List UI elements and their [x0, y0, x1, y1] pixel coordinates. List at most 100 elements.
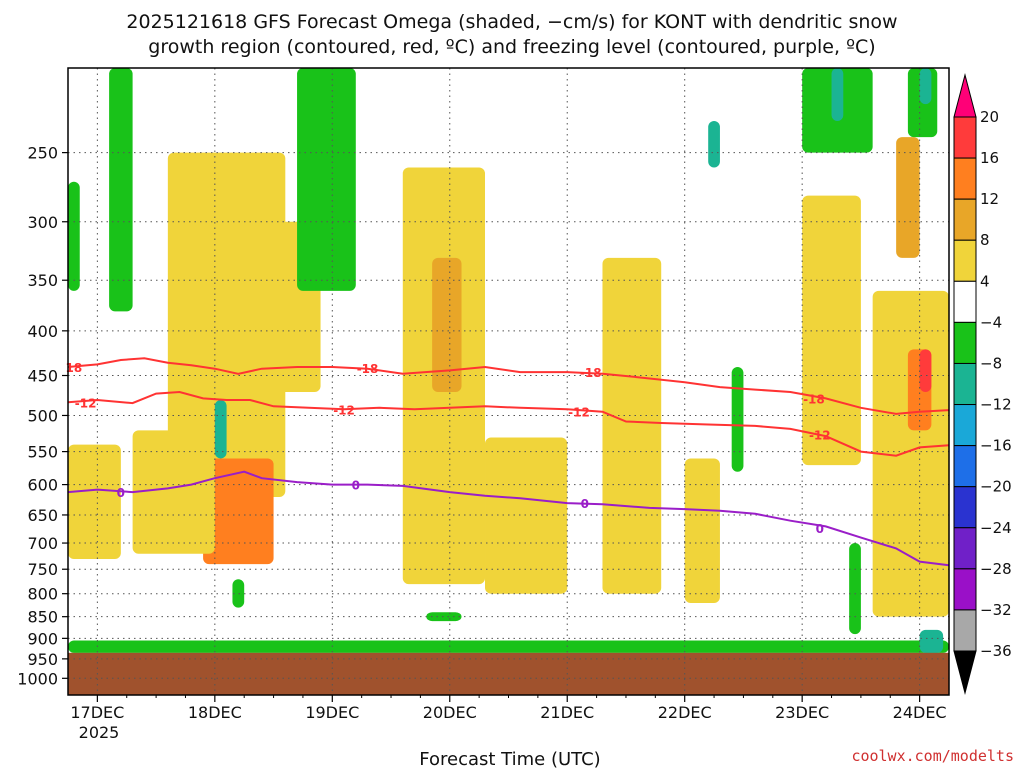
y-tick-label-950: 950: [27, 650, 58, 669]
omega-region-20: [68, 181, 80, 291]
contour-label-0: 18: [66, 361, 83, 375]
omega-region-2: [167, 152, 286, 498]
colorbar-band-4: [953, 239, 977, 282]
omega-region-27: [849, 543, 861, 635]
plot-area: 18 -18 -18 -18 -12 -12 -12 -12 0 0 0 0: [66, 67, 950, 696]
y-tick-label-450: 450: [27, 367, 58, 386]
colorbar-label-3: 8: [980, 231, 990, 249]
omega-region-19: [297, 68, 356, 291]
x-axis-title: Forecast Time (UTC): [419, 749, 600, 768]
colorbar-label-5: −4: [980, 313, 1002, 331]
chart-title-line-1: 2025121618 GFS Forecast Omega (shaded, −…: [126, 11, 897, 33]
contour-label-3: -18: [803, 392, 825, 406]
colorbar-label-7: −12: [980, 396, 1012, 414]
colorbar-band-12: [953, 568, 977, 611]
y-tick-label-600: 600: [27, 476, 58, 495]
y-tick-label-1000: 1000: [17, 669, 58, 688]
colorbar-label-4: 4: [980, 272, 990, 290]
y-tick-label-750: 750: [27, 560, 58, 579]
colorbar-label-2: 12: [980, 190, 999, 208]
y-tick-label-900: 900: [27, 629, 58, 648]
colorbar-band-13: [953, 609, 977, 652]
colorbar-label-9: −20: [980, 478, 1012, 496]
omega-region-31: [426, 612, 462, 622]
contour-line--12: [67, 390, 950, 457]
y-tick-label-650: 650: [27, 506, 58, 525]
contour-label-11: 0: [816, 522, 824, 536]
y-tick-label-250: 250: [27, 144, 58, 163]
x-tick-label-18DEC: 18DEC: [188, 703, 242, 722]
omega-region-30: [68, 640, 949, 653]
credit-text: coolwx.com/modelts: [851, 747, 1014, 765]
grid-layer: [68, 68, 949, 695]
omega-region-9: [432, 257, 462, 392]
y-tick-label-550: 550: [27, 443, 58, 462]
y-tick-label-400: 400: [27, 322, 58, 341]
contour-label-4: -12: [75, 396, 97, 410]
omega-region-18: [109, 68, 133, 312]
chart-title-line-2: growth region (contoured, red, ºC) and f…: [148, 36, 875, 58]
y-tick-label-350: 350: [27, 271, 58, 290]
contour-label-9: 0: [352, 479, 360, 493]
contour-line--18: [67, 357, 950, 415]
colorbar-band-10: [953, 486, 977, 529]
contour-layer: 18 -18 -18 -18 -12 -12 -12 -12 0 0 0 0: [66, 357, 950, 567]
omega-region-12: [684, 458, 720, 604]
contour-line-0: [67, 470, 950, 567]
colorbar-band-1: [953, 116, 977, 159]
omega-region-17: [896, 137, 920, 258]
contour-label-5: -12: [333, 403, 355, 417]
x-tick-label-23DEC: 23DEC: [775, 703, 829, 722]
contour-label-1: -18: [357, 362, 379, 376]
omega-region-10: [485, 437, 568, 594]
omega-region-28: [232, 579, 245, 608]
x-tick-label-20DEC: 20DEC: [423, 703, 477, 722]
x-tick-label-24DEC: 24DEC: [893, 703, 947, 722]
x-tick-label-19DEC: 19DEC: [305, 703, 359, 722]
colorbar-label-1: 16: [980, 149, 999, 167]
colorbar-label-13: −36: [980, 642, 1012, 660]
x-tick-label-17DEC: 17DEC: [70, 703, 124, 722]
colorbar-band-9: [953, 445, 977, 488]
omega-region-22: [831, 68, 844, 121]
contour-label-7: -12: [809, 429, 831, 443]
colorbar-bottom-arrow: [953, 650, 977, 695]
omega-region-16: [919, 349, 932, 392]
y-tick-label-850: 850: [27, 608, 58, 627]
omega-shading-layer: [68, 68, 949, 653]
colorbar-band-2: [953, 157, 977, 200]
y-tick-label-500: 500: [27, 406, 58, 425]
contour-label-8: 0: [117, 486, 125, 500]
x-tick-label-21DEC: 21DEC: [540, 703, 594, 722]
colorbar-band-5: [953, 280, 977, 323]
omega-region-5: [132, 430, 215, 554]
x-year-label: 2025: [79, 723, 120, 742]
colorbar-band-8: [953, 404, 977, 447]
omega-region-24: [919, 68, 932, 105]
colorbar-band-3: [953, 198, 977, 241]
omega-region-32: [919, 629, 944, 653]
colorbar-label-8: −16: [980, 437, 1012, 455]
omega-region-6: [68, 444, 121, 559]
y-tick-label-700: 700: [27, 534, 58, 553]
colorbar-label-11: −28: [980, 560, 1012, 578]
contour-label-10: 0: [581, 497, 589, 511]
omega-region-25: [708, 120, 720, 168]
colorbar-band-7: [953, 362, 977, 406]
omega-region-26: [731, 366, 744, 472]
y-tick-label-300: 300: [27, 213, 58, 232]
omega-region-11: [602, 257, 662, 594]
x-axis: 2025 17DEC 18DEC 19DEC 20DEC 21DEC 22DEC 23DEC…: [70, 695, 947, 742]
contour-label-6: -12: [568, 406, 590, 420]
contour-label-2: -18: [580, 366, 602, 380]
y-tick-label-800: 800: [27, 585, 58, 604]
omega-region-29: [214, 399, 227, 459]
colorbar-label-0: 20: [980, 108, 999, 126]
colorbar: 20 16 12 8 4 −4 −8 −12 −16 −20 −24 −28 −32 −36: [953, 73, 1012, 695]
colorbar-band-11: [953, 527, 977, 570]
colorbar-label-12: −32: [980, 601, 1012, 619]
colorbar-label-10: −24: [980, 519, 1012, 537]
y-axis: 250 300 350 400 450 500 550 600 650 700 750 800 850 9…: [17, 144, 68, 688]
colorbar-label-6: −8: [980, 354, 1002, 372]
